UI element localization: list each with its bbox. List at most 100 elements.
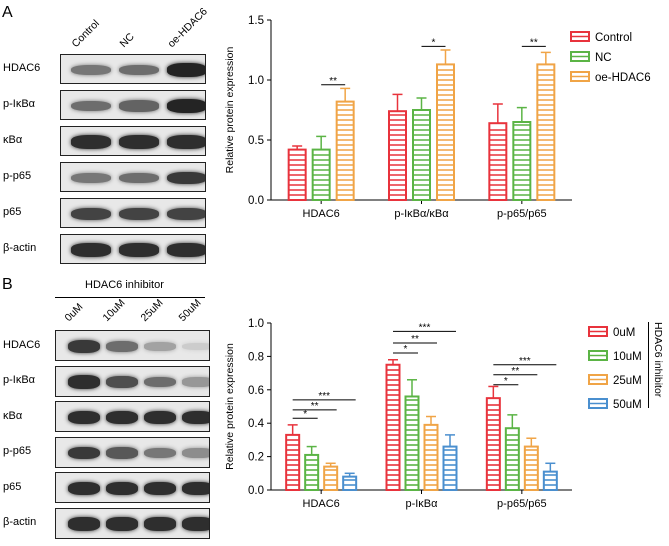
blot-strip <box>55 507 210 539</box>
panel-b-letter: B <box>2 276 13 293</box>
protein-band <box>181 481 209 496</box>
protein-band <box>70 172 112 184</box>
bar <box>536 63 556 202</box>
protein-band <box>67 340 101 353</box>
legend-swatch <box>588 350 608 361</box>
bar <box>311 148 331 202</box>
y-tick-label: 0.2 <box>248 452 264 464</box>
protein-band <box>70 100 112 112</box>
y-tick-label: 0.6 <box>248 385 264 397</box>
blot-row-label: p65 <box>3 480 22 493</box>
panel-a-letter: A <box>2 4 13 21</box>
blot-row-label: β-actin <box>3 242 37 254</box>
blot-row-label: p-IκBα <box>3 98 36 110</box>
bar <box>304 453 320 491</box>
y-tick-label: 1.0 <box>248 318 264 330</box>
lane-label: 50uM <box>176 296 204 324</box>
protein-band <box>118 172 160 184</box>
significance-label: *** <box>419 322 431 333</box>
protein-band <box>181 342 209 351</box>
lane-label: NC <box>117 30 137 50</box>
blot-strip <box>55 365 210 397</box>
protein-band <box>70 135 112 149</box>
inhibitor-label: HDAC6 inhibitor <box>85 279 164 291</box>
x-tick-label: p-p65/p65 <box>497 498 547 510</box>
protein-band <box>166 207 205 221</box>
lane-label: 0uM <box>62 301 86 324</box>
protein-band <box>143 481 177 496</box>
legend-label: oe-HDAC6 <box>595 72 651 84</box>
legend-swatch <box>588 374 608 385</box>
lane-label: Control <box>69 17 102 50</box>
x-tick-label: p-p65/p65 <box>497 208 547 220</box>
x-tick-label: p-IκBα <box>405 498 438 510</box>
inhibitor-line <box>55 297 205 298</box>
y-tick-label: 0.5 <box>248 135 264 147</box>
legend-swatch <box>588 326 608 337</box>
protein-band <box>67 517 101 531</box>
bar <box>287 148 307 202</box>
protein-band <box>67 481 101 496</box>
bar <box>323 465 339 491</box>
blot-strip <box>60 126 206 156</box>
blot-row-label: κBα <box>3 134 23 146</box>
bar <box>485 397 501 491</box>
protein-band <box>118 100 160 112</box>
bar <box>388 110 407 201</box>
bar <box>412 109 431 201</box>
blot-strip <box>55 330 210 361</box>
y-tick-label: 1.0 <box>248 75 264 87</box>
protein-band <box>143 376 177 388</box>
protein-band <box>67 410 101 425</box>
blot-row-label: p-p65 <box>3 445 32 457</box>
x-tick-label: HDAC6 <box>303 498 340 510</box>
protein-band <box>118 243 160 257</box>
significance-label: *** <box>318 391 330 402</box>
protein-band <box>166 243 205 257</box>
protein-band <box>67 375 101 389</box>
y-tick-label: 0.0 <box>248 485 264 497</box>
bar <box>404 395 420 492</box>
legend-label: 0uM <box>613 327 635 339</box>
blot-row-label: p65 <box>3 206 22 218</box>
significance-label: * <box>404 344 408 355</box>
protein-band <box>181 410 209 425</box>
bar <box>342 475 358 492</box>
significance-label: ** <box>329 76 337 87</box>
blot-row-label: β-actin <box>3 516 37 528</box>
legend-swatch <box>570 31 590 42</box>
protein-band <box>181 517 209 531</box>
legend-swatch <box>570 51 590 62</box>
legend-swatch <box>570 71 590 82</box>
blot-strip <box>55 472 210 503</box>
protein-band <box>166 63 205 77</box>
bar <box>423 423 439 491</box>
protein-band <box>105 517 139 531</box>
bar <box>504 427 520 491</box>
protein-band <box>70 64 112 76</box>
protein-band <box>105 481 139 496</box>
x-tick-label: HDAC6 <box>303 208 340 220</box>
significance-label: ** <box>311 401 319 412</box>
legend-swatch <box>588 398 608 409</box>
protein-band <box>166 99 205 113</box>
significance-label: * <box>504 376 508 387</box>
legend-label: 10uM <box>613 351 642 363</box>
blot-strip <box>60 234 206 264</box>
bar <box>523 445 539 491</box>
bar <box>335 100 355 201</box>
bar <box>512 121 532 201</box>
legend-label: 50uM <box>613 399 642 411</box>
bar <box>436 63 455 202</box>
protein-band <box>105 376 139 388</box>
significance-label: * <box>432 37 436 48</box>
blot-strip <box>60 162 206 192</box>
protein-band <box>105 410 139 425</box>
protein-band <box>143 342 177 351</box>
protein-band <box>143 517 177 531</box>
lane-label: 10uM <box>100 296 128 324</box>
legend-label: NC <box>595 52 612 64</box>
blot-strip <box>60 54 206 84</box>
blot-strip <box>55 436 210 468</box>
legend-side-line <box>648 322 649 408</box>
